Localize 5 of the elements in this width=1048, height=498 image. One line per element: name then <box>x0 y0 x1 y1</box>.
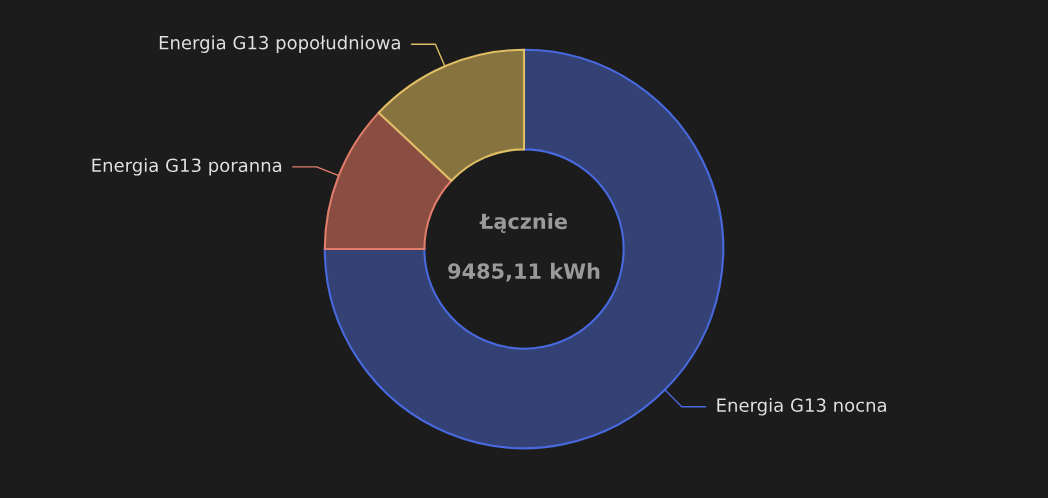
slice-label: Energia G13 popołudniowa <box>159 35 400 53</box>
text: 9485,11 kWh <box>448 262 600 282</box>
text: Łącznie <box>479 213 567 233</box>
slice-label: Energia G13 nocna <box>717 398 886 416</box>
slice-label: Energia G13 poranna <box>92 158 282 176</box>
